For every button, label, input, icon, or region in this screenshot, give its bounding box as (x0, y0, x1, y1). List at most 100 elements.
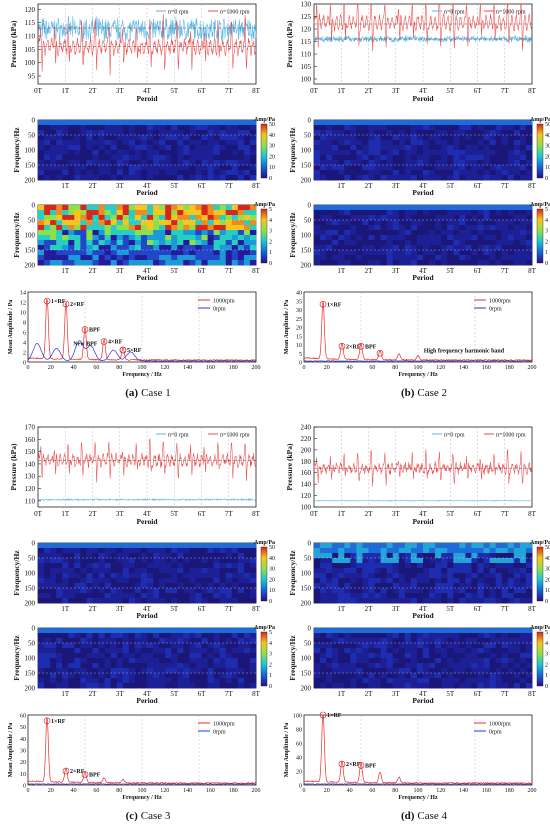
cwt-cell (471, 648, 478, 654)
cwt-cell (447, 235, 454, 241)
cwt-cell (159, 553, 166, 559)
cwt-cell (219, 673, 227, 679)
cwt-cell (122, 648, 130, 654)
cwt-cell (207, 633, 215, 639)
cwt-cell (219, 548, 227, 554)
cwt-cell (459, 235, 466, 241)
cwt-cell (147, 165, 154, 171)
cwt-cell (368, 210, 375, 216)
cwt-cell (243, 663, 251, 669)
cwt-cell (249, 210, 257, 216)
cwt-cell (447, 210, 454, 216)
cwt-cell (44, 663, 51, 669)
cwt-cell (495, 683, 503, 689)
cwt-cell (104, 220, 112, 226)
cwt-cell (362, 553, 369, 559)
spectrum-xtick: 120 (160, 365, 169, 371)
cwt-cell (471, 250, 478, 256)
cwt-cell (350, 230, 357, 236)
cwt-cell (62, 668, 69, 674)
colorbar-tick: 30 (269, 144, 275, 150)
cwt-cell (225, 155, 233, 161)
cwt-cell (68, 170, 75, 176)
cwt-cell (374, 260, 382, 266)
cwt-cell (237, 673, 245, 679)
cwt-cell (62, 558, 69, 564)
cwt-cell (332, 210, 339, 216)
cwt-cell (140, 658, 148, 664)
cwt-cell (147, 683, 154, 689)
cwt-cell (513, 543, 521, 549)
cwt-cell (134, 583, 142, 589)
cwt-cell (86, 658, 93, 664)
cwt-cell (459, 643, 466, 649)
cwt-cell (177, 678, 184, 684)
cwt-cell (219, 260, 227, 266)
cwt-cell (165, 588, 172, 594)
cwt-cell (86, 145, 93, 151)
cwt-cell (410, 135, 418, 141)
cwt-cell (368, 598, 375, 604)
cwt-cell (392, 140, 400, 146)
cwt-cell (56, 225, 63, 231)
legend-label: n=0 rpm (168, 432, 189, 438)
cwt-cell (423, 250, 430, 256)
cwt-cell (441, 250, 448, 256)
cwt-cell (435, 578, 442, 584)
cwt-cell (465, 553, 472, 559)
cwt-cell (459, 210, 466, 216)
cwt-cell (338, 140, 345, 146)
cwt-cell (453, 160, 460, 166)
cwt-cell (447, 638, 454, 644)
cwt-cell (465, 150, 472, 156)
cwt-cell (386, 160, 394, 166)
cwt-cell (219, 683, 227, 689)
cwt-xtick: 6T (474, 267, 483, 275)
cwt-cell (362, 155, 369, 161)
cwt-cell (153, 573, 160, 579)
cwt-cell (459, 663, 466, 669)
colorbar-tick: 40 (545, 556, 550, 562)
spectrum-ytick: 35 (296, 299, 302, 305)
cwt-cell (38, 633, 45, 639)
cwt-cell (183, 260, 190, 266)
cwt-cell (483, 255, 491, 261)
cwt-ytick: 200 (25, 685, 36, 693)
cwt-cell (68, 568, 75, 574)
cwt-cell (386, 240, 394, 246)
cwt-cell (134, 245, 142, 251)
cwt-cell (98, 160, 106, 166)
cwt-cell (453, 653, 460, 659)
cwt-xtick: 6T (474, 690, 483, 698)
cwt-cell (68, 250, 75, 256)
cwt-cell (92, 583, 99, 589)
peak-annotation: High frequency harmonic band (424, 348, 505, 354)
cwt-cell (410, 175, 418, 181)
cwt-cell (356, 130, 363, 136)
cwt-cell (489, 130, 497, 136)
cwt-cell (195, 573, 202, 579)
cwt-cell (441, 205, 448, 211)
cwt-cell (519, 653, 527, 659)
cwt-cell (207, 245, 215, 251)
cwt-cell (447, 633, 454, 639)
cwt-cell (104, 548, 112, 554)
x-axis-label: Peroid (136, 94, 158, 103)
cwt-cell (98, 175, 106, 181)
colorbar-tick: 40 (269, 556, 275, 562)
cwt-cell (171, 155, 178, 161)
cwt-cell (213, 643, 221, 649)
cwt-cell (177, 205, 184, 211)
cwt-cell (249, 155, 257, 161)
cwt-cell (410, 653, 418, 659)
cwt-cell (404, 668, 412, 674)
cwt-cell (44, 573, 51, 579)
cwt-cell (392, 205, 400, 211)
cwt-cell (519, 673, 527, 679)
peak-annotation: 2×RF (70, 302, 85, 308)
cwt-cell (356, 165, 363, 171)
cwt-cell (50, 648, 57, 654)
cwt-cell (356, 150, 363, 156)
cwt-cell (423, 583, 430, 589)
cwt-cell (483, 568, 491, 574)
